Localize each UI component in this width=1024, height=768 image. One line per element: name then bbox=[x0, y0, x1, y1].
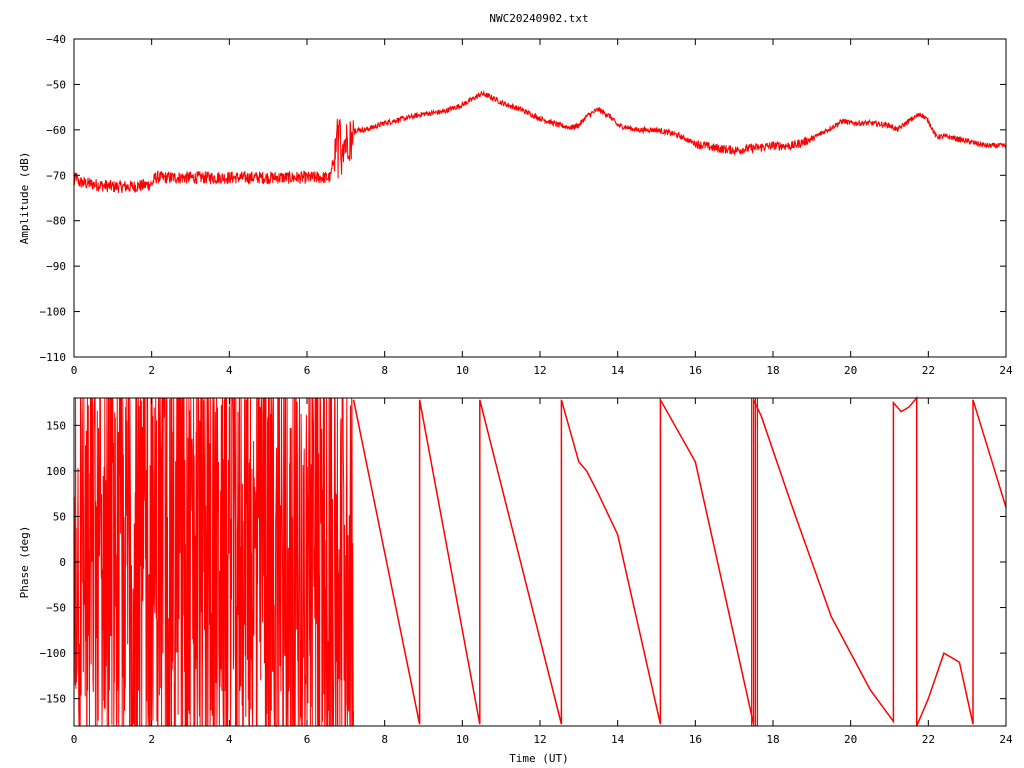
phase-ticks: 0 2 4 6 8 10 12 14 16 18 20 22 24−150−100−5005010015… bbox=[40, 398, 1013, 746]
phase-ytick-label: 100 bbox=[46, 465, 66, 478]
amplitude-xtick-label: 24 bbox=[999, 364, 1013, 377]
phase-series bbox=[73, 395, 1007, 728]
phase-ytick-label: −50 bbox=[46, 602, 66, 615]
phase-xtick-label: 14 bbox=[611, 733, 625, 746]
amplitude-xtick-label: 6 bbox=[304, 364, 311, 377]
phase-xtick-label: 24 bbox=[999, 733, 1013, 746]
phase-xtick-label: 8 bbox=[381, 733, 388, 746]
phase-xtick-label: 0 bbox=[71, 733, 78, 746]
amplitude-line bbox=[73, 89, 1007, 193]
phase-panel: 0 2 4 6 8 10 12 14 16 18 20 22 24−150−100−5005010015… bbox=[18, 395, 1013, 765]
amplitude-ytick-label: −60 bbox=[46, 124, 66, 137]
phase-line bbox=[352, 395, 1007, 727]
amplitude-ytick-label: −100 bbox=[40, 306, 67, 319]
phase-xtick-label: 18 bbox=[766, 733, 779, 746]
phase-xtick-label: 20 bbox=[844, 733, 857, 746]
phase-xtick-label: 12 bbox=[533, 733, 546, 746]
phase-ytick-label: −100 bbox=[40, 647, 67, 660]
amplitude-xtick-label: 14 bbox=[611, 364, 625, 377]
amplitude-xtick-label: 0 bbox=[71, 364, 78, 377]
amplitude-xtick-label: 18 bbox=[766, 364, 779, 377]
amplitude-ylabel: Amplitude (dB) bbox=[18, 152, 31, 245]
amplitude-xtick-label: 8 bbox=[381, 364, 388, 377]
amplitude-xtick-label: 22 bbox=[922, 364, 935, 377]
phase-ytick-label: 150 bbox=[46, 419, 66, 432]
phase-ytick-label: 0 bbox=[59, 556, 66, 569]
phase-xtick-label: 2 bbox=[148, 733, 155, 746]
time-xlabel: Time (UT) bbox=[509, 752, 569, 765]
phase-ylabel: Phase (deg) bbox=[18, 526, 31, 599]
phase-xtick-label: 4 bbox=[226, 733, 233, 746]
amplitude-panel: 0 2 4 6 8 10 12 14 16 18 20 22 24−110−100−90−80−70−6… bbox=[18, 33, 1013, 377]
amplitude-xtick-label: 12 bbox=[533, 364, 546, 377]
amplitude-xtick-label: 20 bbox=[844, 364, 857, 377]
phase-xtick-label: 6 bbox=[304, 733, 311, 746]
amplitude-ytick-label: −40 bbox=[46, 33, 66, 46]
amplitude-ytick-label: −70 bbox=[46, 169, 66, 182]
amplitude-ytick-label: −80 bbox=[46, 215, 66, 228]
phase-xtick-label: 16 bbox=[689, 733, 702, 746]
amplitude-ytick-label: −50 bbox=[46, 78, 66, 91]
phase-xtick-label: 22 bbox=[922, 733, 935, 746]
amplitude-ytick-label: −90 bbox=[46, 260, 66, 273]
chart-title: NWC20240902.txt bbox=[489, 12, 588, 25]
phase-xtick-label: 10 bbox=[456, 733, 469, 746]
phase-ytick-label: 50 bbox=[53, 510, 66, 523]
phase-ytick-label: −150 bbox=[40, 693, 67, 706]
amplitude-xtick-label: 2 bbox=[148, 364, 155, 377]
amplitude-ticks: 0 2 4 6 8 10 12 14 16 18 20 22 24−110−100−90−80−70−6… bbox=[40, 33, 1013, 377]
amplitude-series bbox=[73, 89, 1007, 193]
amplitude-ytick-label: −110 bbox=[40, 351, 67, 364]
amplitude-xtick-label: 10 bbox=[456, 364, 469, 377]
amplitude-xtick-label: 4 bbox=[226, 364, 233, 377]
amplitude-xtick-label: 16 bbox=[689, 364, 702, 377]
